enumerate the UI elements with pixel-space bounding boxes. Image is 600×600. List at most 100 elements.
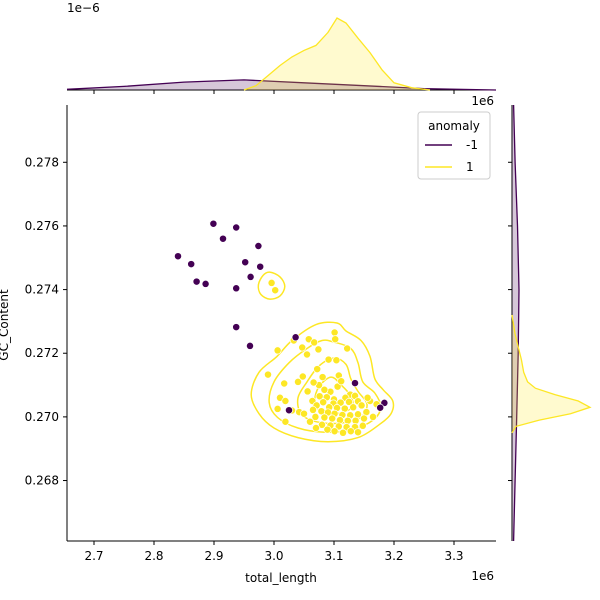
right-kde-line — [512, 104, 520, 542]
x-axis-label: total_length — [245, 571, 317, 585]
point-normal — [358, 421, 367, 430]
top-marginal-kde — [66, 17, 497, 91]
point-normal — [312, 424, 320, 432]
y-tick-label: 0.274 — [25, 283, 59, 297]
right-marginal-kde — [511, 104, 592, 542]
top-marginal-offset-label: 1e−6 — [67, 1, 100, 15]
x-tick-label: 2.8 — [144, 549, 163, 563]
point-anomaly — [376, 403, 385, 412]
point-normal — [337, 377, 346, 386]
point-normal — [306, 417, 314, 426]
x-tick-label: 2.7 — [84, 549, 103, 563]
x-axis: 2.7 2.8 2.9 3.0 3.1 3.2 3.3 — [84, 90, 464, 563]
point-normal — [363, 393, 372, 402]
y-tick-label: 0.278 — [25, 155, 59, 169]
y-tick-label: 0.272 — [25, 346, 59, 360]
point-normal — [314, 345, 323, 354]
scatter-points — [174, 219, 389, 437]
point-normal — [319, 398, 328, 407]
y-tick-label: 0.268 — [25, 474, 59, 488]
point-anomaly — [192, 277, 201, 286]
point-normal — [332, 356, 341, 365]
legend-label-1: 1 — [466, 160, 474, 174]
legend-label-neg1: -1 — [466, 138, 478, 152]
point-anomaly — [254, 242, 263, 250]
point-anomaly — [246, 272, 255, 281]
point-normal — [273, 404, 282, 413]
point-normal — [267, 278, 276, 287]
point-normal — [280, 379, 289, 388]
point-anomaly — [232, 323, 241, 332]
right-kde-fill — [512, 315, 590, 433]
y-axis: 0.268 0.270 0.272 0.274 0.276 0.278 — [25, 155, 512, 488]
x-tick-label: 2.9 — [204, 549, 223, 563]
point-anomaly — [219, 234, 227, 243]
right-kde-line — [511, 314, 592, 434]
point-normal — [303, 350, 311, 359]
point-anomaly — [232, 223, 241, 232]
point-normal — [313, 365, 322, 374]
point-normal — [298, 372, 307, 381]
point-normal — [323, 425, 332, 434]
point-normal — [345, 397, 353, 406]
point-normal — [330, 328, 339, 337]
point-normal — [300, 409, 308, 418]
y-tick-label: 0.276 — [25, 219, 59, 233]
x-tick-label: 3.0 — [264, 549, 283, 563]
point-normal — [330, 427, 339, 436]
point-normal — [336, 416, 344, 425]
y-tick-label: 0.270 — [25, 410, 59, 424]
point-normal — [320, 413, 329, 422]
point-normal — [281, 417, 290, 426]
point-normal — [354, 428, 362, 437]
point-anomaly — [187, 260, 196, 269]
point-normal — [309, 378, 318, 387]
point-normal — [331, 335, 340, 344]
point-normal — [343, 416, 352, 425]
legend-box — [417, 111, 491, 180]
x-tick-label: 3.3 — [444, 549, 463, 563]
point-normal — [298, 343, 307, 352]
point-anomaly — [256, 262, 265, 271]
point-anomaly — [209, 219, 218, 228]
point-normal — [360, 414, 368, 423]
point-normal — [271, 286, 280, 295]
top-kde-line — [243, 17, 431, 91]
point-normal — [281, 397, 290, 405]
top-kde-fill — [244, 18, 430, 90]
point-normal — [328, 414, 337, 423]
point-normal — [324, 355, 333, 364]
point-normal — [357, 401, 366, 410]
point-anomaly — [291, 333, 300, 342]
point-anomaly — [351, 379, 359, 388]
point-normal — [273, 346, 282, 355]
x-tick-label: 3.2 — [384, 549, 403, 563]
point-normal — [318, 373, 327, 382]
point-anomaly — [241, 258, 250, 267]
point-anomaly — [201, 279, 210, 288]
right-marginal-offset-label: 1e6 — [471, 94, 494, 108]
point-normal — [339, 428, 347, 437]
point-normal — [349, 403, 358, 412]
point-normal — [264, 370, 272, 379]
point-normal — [346, 427, 355, 436]
point-normal — [318, 420, 326, 429]
point-normal — [369, 412, 377, 421]
point-normal — [294, 377, 302, 386]
y-axis-label: GC_Content — [0, 289, 11, 361]
legend-title: anomaly — [428, 119, 480, 133]
kde-contour — [257, 271, 286, 300]
point-normal — [303, 387, 312, 396]
point-anomaly — [285, 406, 293, 415]
point-anomaly — [174, 252, 182, 261]
point-normal — [310, 338, 319, 347]
point-anomaly — [246, 341, 254, 350]
point-normal — [311, 412, 320, 421]
point-normal — [320, 385, 329, 394]
x-tick-label: 3.1 — [324, 549, 343, 563]
point-anomaly — [232, 284, 241, 293]
x-offset-label: 1e6 — [471, 569, 494, 583]
point-normal — [336, 398, 345, 407]
legend: anomaly -1 1 — [417, 111, 491, 180]
